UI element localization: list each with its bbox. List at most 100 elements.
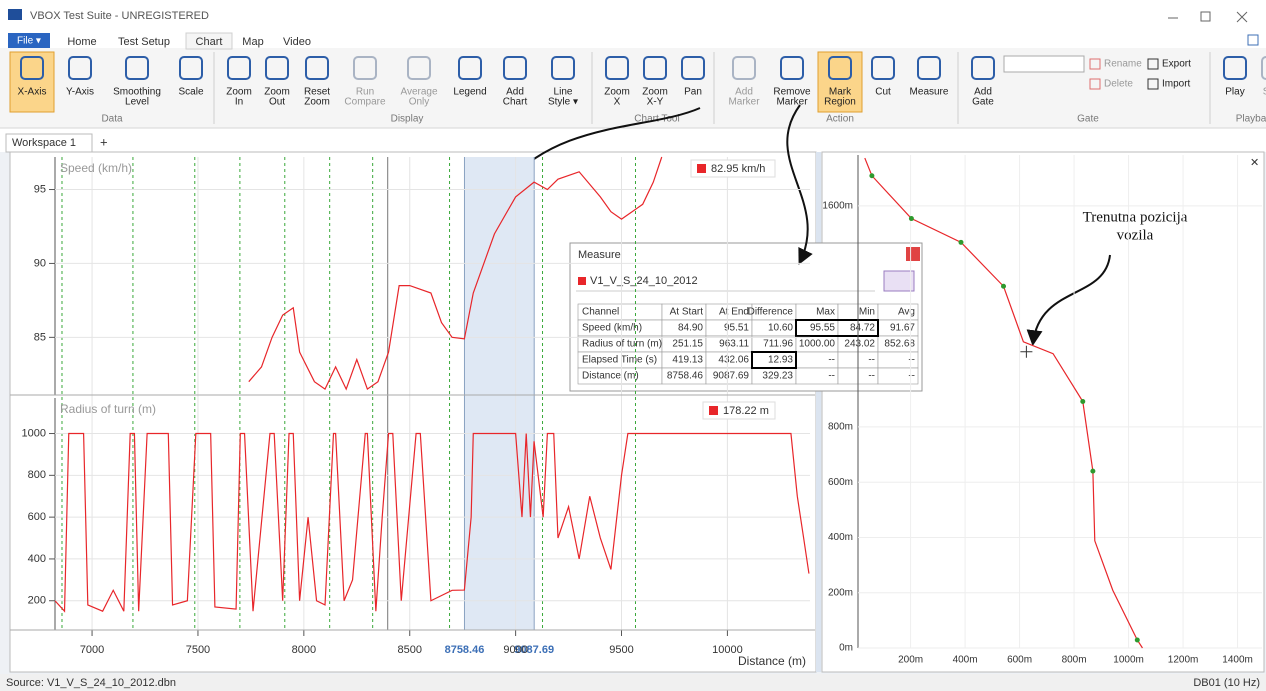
ribbon-collapse[interactable] bbox=[1247, 34, 1259, 46]
ribbon-button-label[interactable]: Zoom bbox=[226, 87, 252, 98]
ribbon-button-label[interactable]: X-Axis bbox=[18, 87, 47, 98]
ribbon-button-label[interactable]: Add bbox=[735, 87, 753, 98]
table-value: -- bbox=[908, 371, 915, 382]
ribbon-button-label[interactable]: Pan bbox=[684, 87, 702, 98]
ribbon-button-label[interactable]: Reset bbox=[304, 87, 330, 98]
ribbon-icon bbox=[643, 56, 667, 80]
dialog-close[interactable] bbox=[906, 247, 920, 261]
add-tab[interactable]: + bbox=[100, 134, 108, 149]
ribbon-button-label[interactable]: X bbox=[614, 97, 621, 108]
region-shade bbox=[464, 157, 535, 630]
ribbon-button-label[interactable]: Compare bbox=[344, 97, 386, 108]
ribbon-button-label[interactable]: Marker bbox=[728, 97, 760, 108]
ribbon-icon bbox=[179, 56, 203, 80]
menu-tab-label[interactable]: Test Setup bbox=[118, 36, 170, 48]
ribbon-button-label[interactable]: Zoom bbox=[264, 87, 290, 98]
ribbon-button-label[interactable]: Only bbox=[409, 97, 430, 108]
panel-title: Speed (km/h) bbox=[60, 161, 132, 175]
table-header: Min bbox=[859, 307, 875, 318]
ribbon-group-label: Gate bbox=[1077, 114, 1099, 125]
menu-tab-label[interactable]: Chart bbox=[196, 36, 223, 48]
ribbon-button-label[interactable]: Remove bbox=[773, 87, 811, 98]
ribbon-button-label[interactable]: Smoothing bbox=[113, 87, 161, 98]
map-panel bbox=[821, 151, 1265, 673]
ribbon-icon bbox=[605, 56, 629, 80]
menu-tab-selected[interactable] bbox=[185, 32, 233, 50]
x-tick-label: 7500 bbox=[186, 644, 210, 656]
highlight-box bbox=[795, 319, 879, 337]
annotation-text: Trenutna pozicija bbox=[1083, 209, 1188, 225]
ribbon-icon bbox=[732, 56, 756, 80]
ribbon-button-label[interactable]: Legend bbox=[453, 87, 486, 98]
ribbon-button-label[interactable]: Add bbox=[974, 87, 992, 98]
ribbon-button-label[interactable]: X-Y bbox=[647, 97, 664, 108]
ribbon-icon bbox=[971, 56, 995, 80]
table-value: 91.67 bbox=[890, 323, 915, 334]
menu-tab-label[interactable]: File ▾ bbox=[17, 36, 41, 47]
ribbon-button-label[interactable]: Scale bbox=[178, 87, 203, 98]
table-value: 419.13 bbox=[672, 355, 703, 366]
x-tick-label: 8500 bbox=[397, 644, 421, 656]
table-value: 243.02 bbox=[844, 339, 875, 350]
ribbon-button-label[interactable]: Mark bbox=[829, 87, 852, 98]
ribbon-icon bbox=[20, 56, 44, 80]
ribbon-button-label[interactable]: In bbox=[235, 97, 243, 108]
ribbon-button-label[interactable]: Stop bbox=[1263, 87, 1266, 98]
ribbon-button-label[interactable]: Style ▾ bbox=[548, 97, 578, 108]
map-close[interactable]: ✕ bbox=[1250, 157, 1259, 169]
ribbon-group-label: Data bbox=[101, 114, 123, 125]
track-marker bbox=[1080, 399, 1086, 404]
ribbon-button-label[interactable]: Out bbox=[269, 97, 285, 108]
workspace-tab[interactable] bbox=[5, 133, 93, 153]
region-label: 9087.69 bbox=[514, 644, 554, 656]
y-tick-label: 95 bbox=[34, 183, 46, 195]
small-button-label[interactable]: Rename bbox=[1104, 59, 1142, 70]
table-value: 9087.69 bbox=[713, 371, 750, 382]
ribbon-button-label[interactable]: Line bbox=[554, 87, 573, 98]
small-button-label[interactable]: Export bbox=[1162, 59, 1191, 70]
ribbon-button-active[interactable] bbox=[817, 51, 863, 113]
ribbon-button-label[interactable]: Zoom bbox=[642, 87, 668, 98]
table-value: 711.96 bbox=[763, 339, 793, 350]
y-tick-label: 90 bbox=[34, 257, 46, 269]
window-controls[interactable] bbox=[1168, 11, 1248, 23]
ribbon-button-label[interactable]: Average bbox=[400, 87, 438, 98]
ribbon-button-label[interactable]: Zoom bbox=[604, 87, 630, 98]
track-marker bbox=[1134, 637, 1140, 643]
ribbon-button-label[interactable]: Gate bbox=[972, 97, 994, 108]
menu-tab-label[interactable]: Map bbox=[242, 36, 263, 48]
ribbon-button-label[interactable]: Cut bbox=[875, 87, 891, 98]
ribbon-button-label[interactable]: Y-Axis bbox=[66, 87, 94, 98]
ribbon-icon bbox=[503, 56, 527, 80]
save-button[interactable] bbox=[883, 270, 915, 292]
map-x-label: 1400m bbox=[1222, 655, 1253, 666]
ribbon-button-label[interactable]: Run bbox=[356, 87, 374, 98]
gate-dropdown[interactable] bbox=[1003, 55, 1085, 73]
menu-tab-label[interactable]: Home bbox=[67, 36, 96, 48]
ribbon-icon bbox=[125, 56, 149, 80]
ribbon-button-active[interactable] bbox=[9, 51, 55, 113]
ribbon-button-label[interactable]: Region bbox=[824, 97, 856, 108]
splitter[interactable] bbox=[816, 152, 821, 672]
ribbon-button-label[interactable]: Zoom bbox=[304, 97, 330, 108]
status-left: Source: V1_V_S_24_10_2012.dbn bbox=[6, 677, 176, 689]
ribbon-button-label[interactable]: Play bbox=[1225, 87, 1244, 98]
workspace-tab-label[interactable]: Workspace 1 bbox=[12, 137, 76, 149]
ribbon-button-label[interactable]: Measure bbox=[910, 87, 949, 98]
ribbon-button-label[interactable]: Chart bbox=[503, 97, 528, 108]
small-button-label[interactable]: Import bbox=[1162, 79, 1191, 90]
channel-select[interactable]: V1_V_S_24_10_2012 bbox=[590, 275, 698, 287]
small-button-label[interactable]: Delete bbox=[1104, 79, 1133, 90]
ribbon-button-label[interactable]: Marker bbox=[776, 97, 808, 108]
chart-panel bbox=[9, 151, 817, 673]
file-menu[interactable] bbox=[8, 33, 50, 48]
track-marker bbox=[908, 216, 914, 222]
table-value: 251.15 bbox=[672, 339, 703, 350]
status-right: DB01 (10 Hz) bbox=[1193, 677, 1260, 689]
ribbon-icon bbox=[1223, 56, 1247, 80]
map-y-label: 1600m bbox=[822, 200, 853, 211]
track-marker bbox=[1001, 283, 1007, 289]
menu-tab-label[interactable]: Video bbox=[283, 36, 311, 48]
ribbon-button-label[interactable]: Level bbox=[125, 97, 149, 108]
ribbon-button-label[interactable]: Add bbox=[506, 87, 524, 98]
